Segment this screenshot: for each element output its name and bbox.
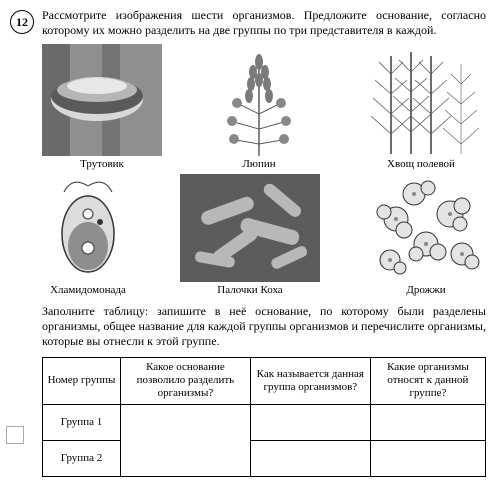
organism-cell: Палочки Коха [180, 174, 320, 296]
row-label: Группа 2 [43, 440, 121, 476]
organism-image-horsetail [356, 44, 486, 156]
organism-gallery: Трутовик [42, 44, 486, 296]
organism-image-koch [180, 174, 320, 282]
answer-cell-members[interactable] [370, 440, 485, 476]
table-row: Группа 2 [43, 440, 486, 476]
table-header: Как называется данная группа организмов? [250, 358, 370, 405]
organism-caption: Хвощ полевой [387, 158, 455, 170]
organism-cell: Дрожжи [366, 174, 486, 296]
organism-cell: Хвощ полевой [356, 44, 486, 170]
answer-cell-members[interactable] [370, 404, 485, 440]
table-row: Группа 1 [43, 404, 486, 440]
organism-cell: Хламидомонада [42, 174, 134, 296]
organism-image-trutovik [42, 44, 162, 156]
instruction-text: Заполните таблицу: запишите в неё основа… [42, 304, 486, 349]
answer-cell-basis[interactable] [121, 404, 251, 476]
margin-checkbox[interactable] [6, 426, 24, 444]
gallery-row-2: Хламидомонада [42, 174, 486, 296]
table-header: Какие организмы относят к данной группе? [370, 358, 485, 405]
gallery-row-1: Трутовик [42, 44, 486, 170]
organism-caption: Дрожжи [406, 284, 445, 296]
question-text: Рассмотрите изображения шести организмов… [42, 8, 486, 38]
organism-cell: Люпин [214, 44, 304, 170]
question-number: 12 [16, 15, 28, 30]
organism-image-chlamydomonas [42, 174, 134, 282]
question-number-badge: 12 [10, 10, 34, 34]
question-row: 12 Рассмотрите изображения шести организ… [10, 8, 486, 38]
table-header: Какое основание позволило разделить орга… [121, 358, 251, 405]
organism-caption: Трутовик [80, 158, 124, 170]
organism-image-lupin [214, 44, 304, 156]
organism-caption: Палочки Коха [217, 284, 282, 296]
table-header-row: Номер группы Какое основание позволило р… [43, 358, 486, 405]
organism-image-yeast [366, 174, 486, 282]
answer-table: Номер группы Какое основание позволило р… [42, 357, 486, 477]
question-content: Трутовик [42, 44, 486, 477]
row-label: Группа 1 [43, 404, 121, 440]
answer-cell-groupname[interactable] [250, 404, 370, 440]
organism-caption: Люпин [242, 158, 275, 170]
table-header: Номер группы [43, 358, 121, 405]
organism-cell: Трутовик [42, 44, 162, 170]
answer-cell-groupname[interactable] [250, 440, 370, 476]
organism-caption: Хламидомонада [50, 284, 126, 296]
